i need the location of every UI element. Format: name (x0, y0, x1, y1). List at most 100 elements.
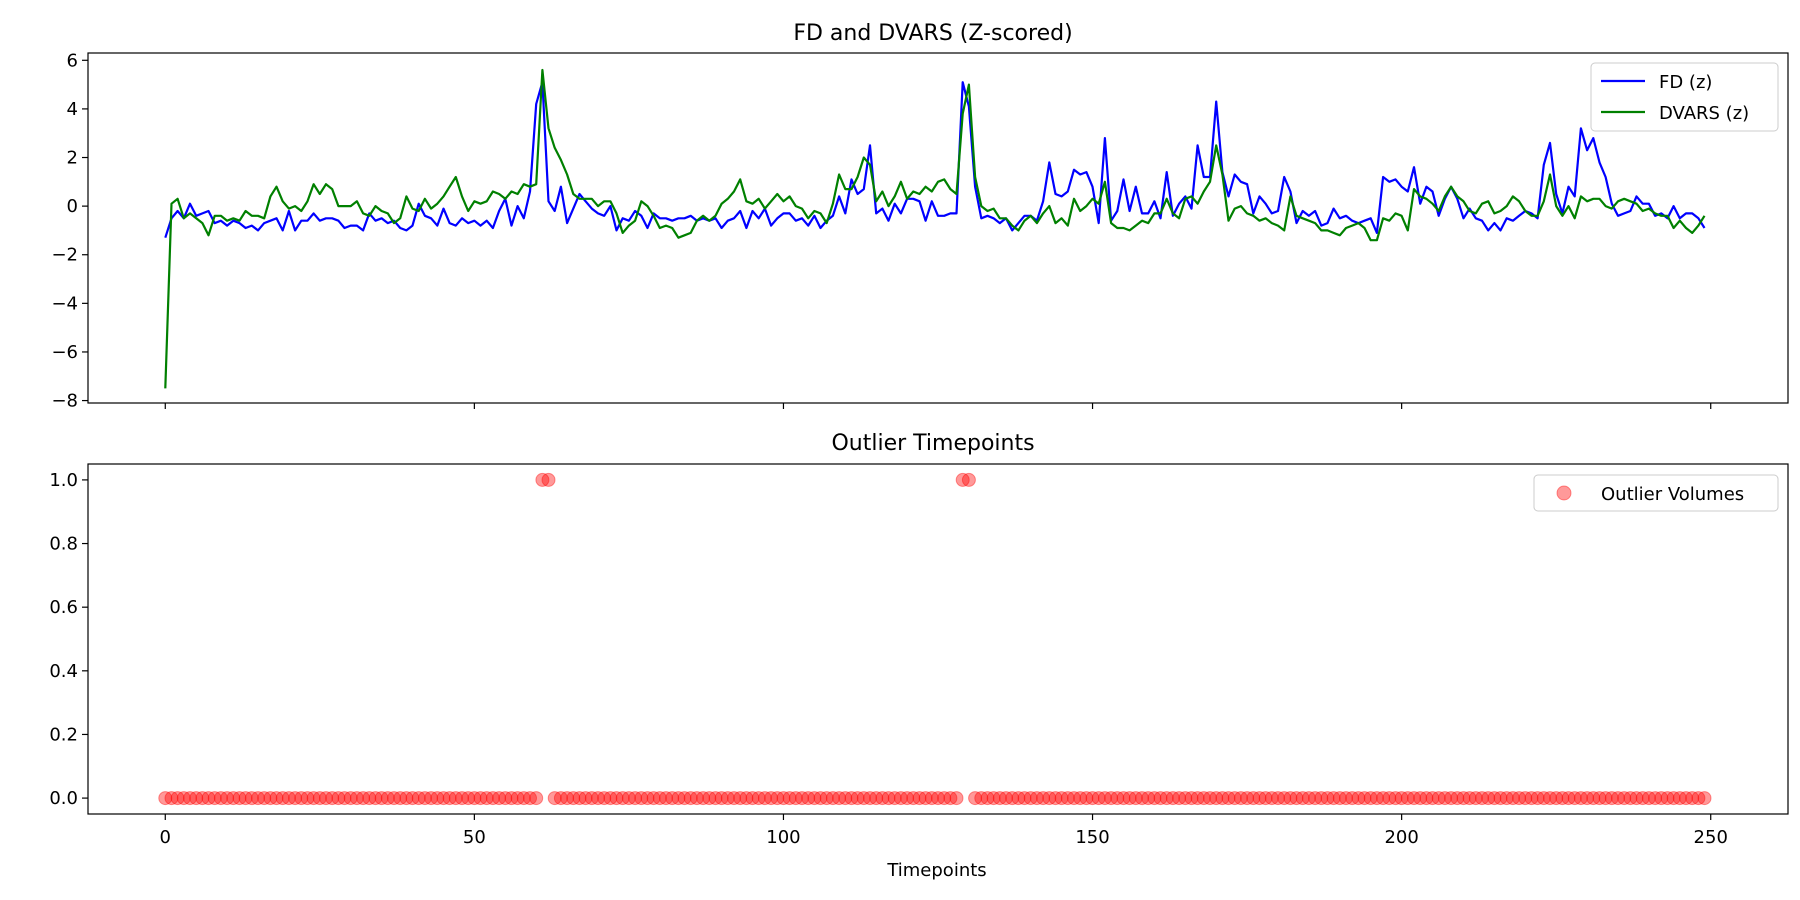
outlier-point (244, 791, 259, 806)
legend-fd-label: FD (z) (1659, 72, 1712, 93)
x-tick-label: 150 (1075, 827, 1109, 848)
outlier-point (1339, 791, 1353, 806)
outlier-point (1240, 791, 1255, 806)
outlier-point (1456, 791, 1471, 806)
outlier-point (529, 791, 544, 806)
outlier-point (405, 791, 420, 806)
outlier-point (337, 791, 352, 806)
outlier-point (696, 791, 711, 806)
outlier-point (1505, 791, 1520, 806)
outlier-point (300, 791, 315, 806)
outlier-point (739, 791, 754, 806)
outlier-point (1512, 791, 1527, 806)
chart-title: FD and DVARS (Z-scored) (793, 21, 1072, 46)
outlier-point (961, 472, 976, 487)
outlier-point (516, 791, 531, 806)
outlier-point (1394, 791, 1409, 806)
outlier-point (1308, 791, 1323, 806)
outlier-point (733, 791, 748, 806)
outlier-point (1376, 791, 1391, 806)
outlier-point (893, 791, 908, 806)
outlier-point (1666, 791, 1681, 806)
outlier-point (986, 791, 1001, 806)
outlier-point (776, 791, 791, 806)
outlier-point (770, 791, 785, 806)
outlier-point (201, 791, 216, 806)
outlier-point (1264, 791, 1279, 806)
legend: FD (z) DVARS (z) (1590, 62, 1779, 132)
outlier-point (838, 791, 853, 806)
outlier-point (1221, 791, 1236, 806)
outlier-point (634, 791, 649, 806)
outlier-point (671, 791, 686, 806)
outlier-point (1097, 791, 1112, 806)
series-line-dvars (164, 68, 1706, 389)
outlier-point (541, 472, 556, 487)
outlier-point (1209, 791, 1224, 806)
outlier-point (523, 791, 537, 806)
outlier-point (992, 791, 1007, 806)
outlier-point (819, 791, 834, 806)
outlier-point (504, 791, 519, 806)
outlier-point (417, 791, 432, 806)
outlier-point (1561, 791, 1576, 806)
outlier-point (931, 791, 945, 806)
outlier-point (801, 791, 816, 806)
x-tick-label: 50 (463, 827, 486, 848)
x-axis-label: Timepoints (886, 860, 986, 881)
outlier-point (207, 791, 222, 806)
outlier-point (578, 791, 593, 806)
outlier-point (1011, 791, 1026, 806)
outlier-point (195, 791, 210, 806)
outlier-point (1215, 791, 1230, 806)
outlier-point (1450, 791, 1465, 806)
outlier-point (325, 791, 340, 806)
outlier-point (1462, 791, 1477, 806)
outlier-point (473, 791, 488, 806)
outlier-point (492, 791, 507, 806)
outlier-point (294, 791, 309, 806)
y-tick-label: 0.6 (49, 597, 78, 618)
y-tick-label: 0.8 (49, 534, 78, 555)
y-tick-label: −2 (51, 245, 78, 266)
outlier-point (597, 791, 612, 806)
outlier-point (745, 791, 760, 806)
outlier-point (213, 791, 228, 806)
outlier-point (615, 791, 630, 806)
outlier-point (380, 791, 395, 806)
outlier-point (1326, 791, 1341, 806)
y-tick-label: 2 (67, 148, 78, 169)
outlier-point (646, 791, 661, 806)
outlier-point (1549, 791, 1564, 806)
outlier-point (479, 791, 494, 806)
outlier-point (832, 791, 847, 806)
outlier-point (1641, 791, 1656, 806)
outlier-point (1314, 791, 1329, 806)
outlier-point (232, 791, 247, 806)
outlier-point (430, 791, 445, 806)
outlier-point (1320, 791, 1335, 806)
outlier-point (189, 791, 204, 806)
outlier-point (485, 791, 500, 806)
outlier-point (498, 791, 513, 806)
outlier-point (844, 791, 859, 806)
outlier-point (1444, 791, 1459, 806)
outlier-point (1104, 791, 1119, 806)
outlier-point (387, 791, 401, 806)
outlier-point (621, 791, 636, 806)
outlier-point (1135, 791, 1149, 806)
outlier-point (683, 791, 698, 806)
outlier-point (1017, 791, 1032, 806)
outlier-point (782, 791, 797, 806)
outlier-point (1573, 791, 1588, 806)
outlier-point (1023, 791, 1038, 806)
outlier-point (1617, 791, 1632, 806)
outlier-point (170, 791, 185, 806)
outlier-point (900, 791, 915, 806)
outlier-point (1623, 791, 1638, 806)
outlier-point (1029, 791, 1044, 806)
legend-dvars-label: DVARS (z) (1659, 103, 1749, 124)
outlier-point (349, 791, 364, 806)
outlier-point (1042, 791, 1057, 806)
